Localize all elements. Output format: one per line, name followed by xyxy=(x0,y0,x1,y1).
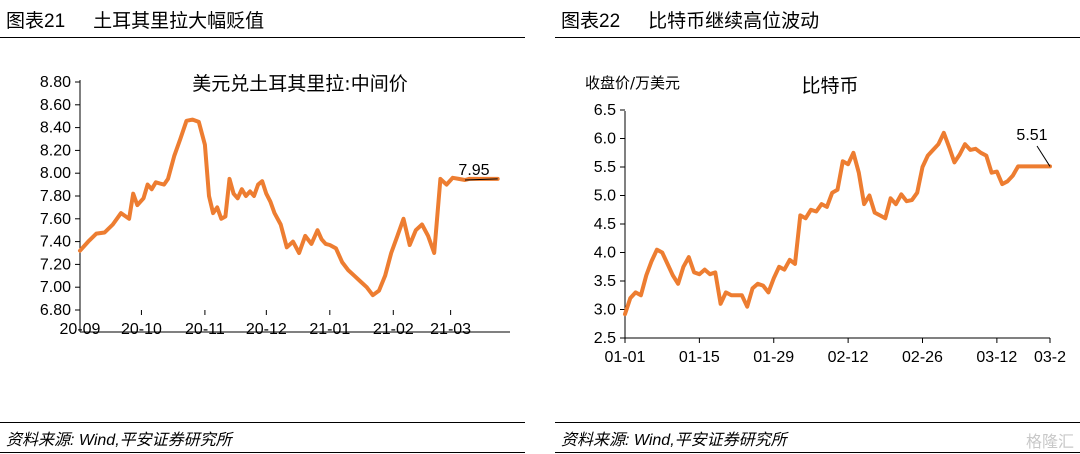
source-note: 资料来源: Wind,平安证券研究所 xyxy=(6,432,232,449)
header-rule xyxy=(0,37,525,38)
x-tick-label: 20-12 xyxy=(246,321,287,338)
x-tick-label: 01-01 xyxy=(605,349,646,366)
y-tick-label: 8.60 xyxy=(40,97,71,114)
footer-rule xyxy=(555,422,1080,423)
y-tick-label: 5.5 xyxy=(594,159,616,176)
figure-header: 图表22 比特币继续高位波动 xyxy=(561,6,819,33)
y-axis-unit-label: 收盘价/万美元 xyxy=(585,74,680,92)
data-label: 5.51 xyxy=(1016,127,1047,144)
x-tick-label: 01-29 xyxy=(753,349,794,366)
chart-title: 美元兑土耳其里拉:中间价 xyxy=(192,73,407,95)
y-tick-label: 8.40 xyxy=(40,120,71,137)
y-tick-label: 6.80 xyxy=(40,302,71,319)
x-tick-label: 21-02 xyxy=(373,321,414,338)
x-tick-label: 20-09 xyxy=(60,321,101,338)
y-tick-label: 7.60 xyxy=(40,211,71,228)
y-tick-label: 2.5 xyxy=(594,330,616,347)
x-tick-label: 03-12 xyxy=(976,349,1017,366)
x-tick-label: 20-10 xyxy=(121,321,162,338)
annotation-leader xyxy=(464,178,498,181)
lira-line-chart: 美元兑土耳其里拉:中间价 8.80 8.60 8.40 8.20 8.00 7.80 7.6… xyxy=(40,73,510,338)
data-label: 7.95 xyxy=(458,162,489,179)
figure-title: 土耳其里拉大幅贬值 xyxy=(93,11,265,32)
chart-title: 比特币 xyxy=(801,75,858,97)
y-tick-label: 7.00 xyxy=(40,279,71,296)
watermark-logo: 格隆汇 xyxy=(1025,434,1074,451)
figure-panel-right: 图表22 比特币继续高位波动 收盘价/万美元 比特币 6.5 6.0 5.5 5.0 4.… xyxy=(555,0,1080,454)
annotation-leader xyxy=(1036,145,1051,167)
y-tick-label: 5.0 xyxy=(594,188,616,205)
x-tick-label: 20-11 xyxy=(185,321,225,338)
y-tick-label: 7.40 xyxy=(40,234,71,251)
y-tick-label: 6.0 xyxy=(594,131,616,148)
x-tick-label: 02-26 xyxy=(902,349,943,366)
x-tick-label: 01-15 xyxy=(679,349,720,366)
figure-number: 图表22 xyxy=(561,11,621,32)
y-tick-label: 8.80 xyxy=(40,74,71,91)
y-tick-label: 4.5 xyxy=(594,216,616,233)
y-tick-label: 7.20 xyxy=(40,256,71,273)
figure-panel-left: 图表21 土耳其里拉大幅贬值 美元兑土耳其里拉:中间价 8.80 8.60 8.40 8… xyxy=(0,0,525,454)
series-line xyxy=(78,117,500,298)
footer-rule xyxy=(0,422,525,423)
x-tick-label: 21-03 xyxy=(430,321,471,338)
y-tick-label: 6.5 xyxy=(594,102,616,119)
y-tick-label: 4.0 xyxy=(594,245,616,262)
footer-rule-bottom xyxy=(0,452,525,453)
figure-title: 比特币继续高位波动 xyxy=(648,11,820,32)
x-tick-label: 02-12 xyxy=(828,349,869,366)
y-tick-label: 3.0 xyxy=(594,302,616,319)
series-line xyxy=(623,130,1052,317)
y-tick-label: 7.80 xyxy=(40,188,71,205)
x-tick-label: 03-2 xyxy=(1034,349,1066,366)
footer-rule-bottom xyxy=(555,452,1080,453)
x-tick-label: 21-01 xyxy=(309,321,350,338)
header-rule xyxy=(555,37,1080,38)
y-tick-label: 8.20 xyxy=(40,142,71,159)
y-tick-label: 3.5 xyxy=(594,273,616,290)
figure-header: 图表21 土耳其里拉大幅贬值 xyxy=(6,6,264,33)
bitcoin-line-chart: 收盘价/万美元 比特币 6.56.05.55.04.54.03.53.02.5 … xyxy=(585,74,1066,366)
source-note: 资料来源: Wind,平安证券研究所 xyxy=(561,432,787,449)
figure-number: 图表21 xyxy=(6,11,66,32)
y-tick-label: 8.00 xyxy=(40,165,71,182)
